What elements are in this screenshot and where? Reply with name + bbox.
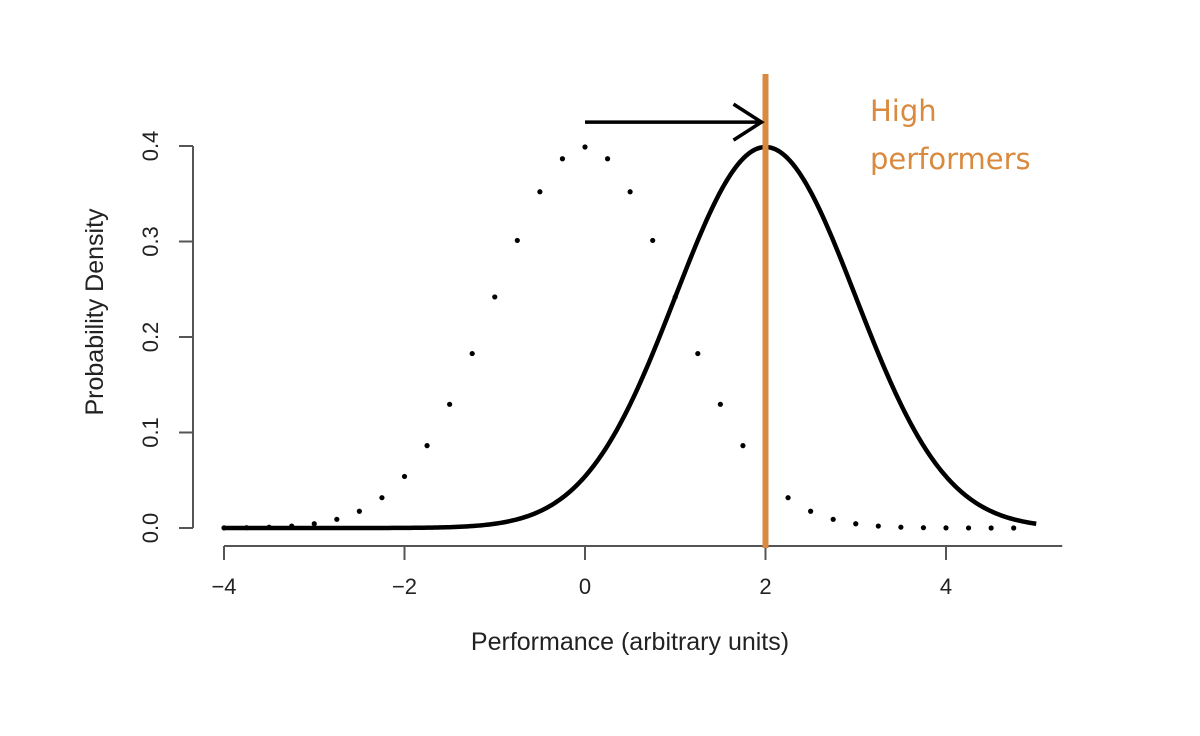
series-dotted-point [695,350,701,357]
series-dotted-point [537,189,543,195]
x-tick-label: −2 [392,574,417,599]
series-dotted-point [627,189,633,195]
series-dotted-point [785,495,791,501]
series-dotted-point [356,508,362,514]
series-dotted-point [514,237,520,244]
y-tick-label: 0.4 [138,131,163,162]
y-tick-label: 0.2 [138,322,163,353]
series-solid-line [224,144,1037,531]
series-dotted-point [717,401,723,407]
y-tick-label: 0.1 [138,417,163,448]
series-dotted-point [1011,525,1017,531]
series-dotted-point [604,156,611,162]
series-dotted-point [650,237,656,244]
shift-arrow-head [732,102,765,142]
series-dotted-point [965,525,972,531]
x-tick-label: −4 [211,574,236,599]
series-dotted-point [469,350,475,357]
annotation-layer: High performers [585,74,1031,548]
series-dotted [221,144,1017,531]
series-dotted-point [988,525,994,531]
series-dotted-point [447,401,453,407]
series-dotted-point [582,144,588,150]
x-axis-label: Performance (arbitrary units) [471,628,789,656]
y-axis-label: Probability Density [81,208,109,416]
series-dotted-point [401,473,408,480]
series-dotted-point [334,516,340,522]
series-dotted-point [740,443,746,449]
axes: −4 −2 0 2 4 0.0 0.1 0.2 0.3 0.4 [138,131,1063,599]
x-tick-label: 4 [940,574,952,599]
series-dotted-point [898,524,904,530]
series-layer [221,144,1037,531]
series-dotted-point [492,294,498,300]
series-dotted-point [808,508,814,514]
series-dotted-point [853,521,859,527]
series-dotted-point [943,525,949,531]
y-tick-label: 0.0 [138,513,163,544]
high-performers-label: High [870,94,937,128]
series-dotted-point [830,516,836,522]
series-dotted-point [424,443,430,449]
series-dotted-point [920,525,927,531]
high-performers-label: performers [870,142,1031,176]
series-dotted-point [559,156,566,162]
series-dotted-point [875,523,881,529]
y-tick-label: 0.3 [138,226,163,257]
series-dotted-point [379,495,385,501]
x-tick-label: 0 [579,574,591,599]
series-dotted-point [311,521,317,527]
x-tick-label: 2 [759,574,771,599]
